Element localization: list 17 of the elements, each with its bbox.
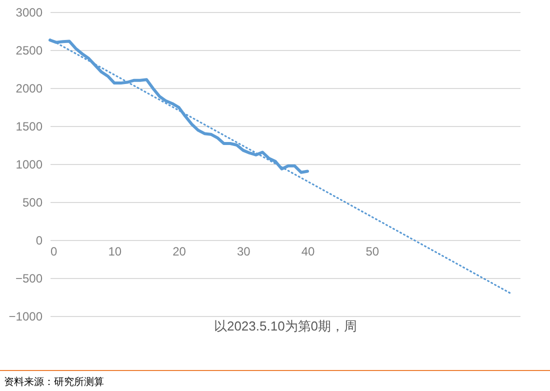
x-tick-label: 50 xyxy=(366,244,380,258)
text: 资料来源：研究所测算 xyxy=(4,376,104,389)
y-tick-label: −500 xyxy=(15,272,43,286)
y-tick-label: 2500 xyxy=(16,44,43,58)
y-tick-label: 1500 xyxy=(16,120,43,134)
x-tick-label: 0 xyxy=(50,244,58,258)
x-axis-title: 以2023.5.10为第0期，周 xyxy=(214,318,358,334)
x-tick-label: 40 xyxy=(301,244,316,258)
y-tick-label: −1000 xyxy=(8,310,43,324)
y-tick-label: 2000 xyxy=(16,82,43,96)
x-tick-label: 20 xyxy=(172,244,186,258)
x-tick-label: 10 xyxy=(108,244,122,258)
y-tick-label: 500 xyxy=(22,196,43,210)
y-tick-label: 0 xyxy=(36,234,43,248)
y-tick-label: 3000 xyxy=(16,6,43,20)
x-tick-label: 30 xyxy=(236,244,251,258)
y-tick-label: 1000 xyxy=(16,158,43,172)
